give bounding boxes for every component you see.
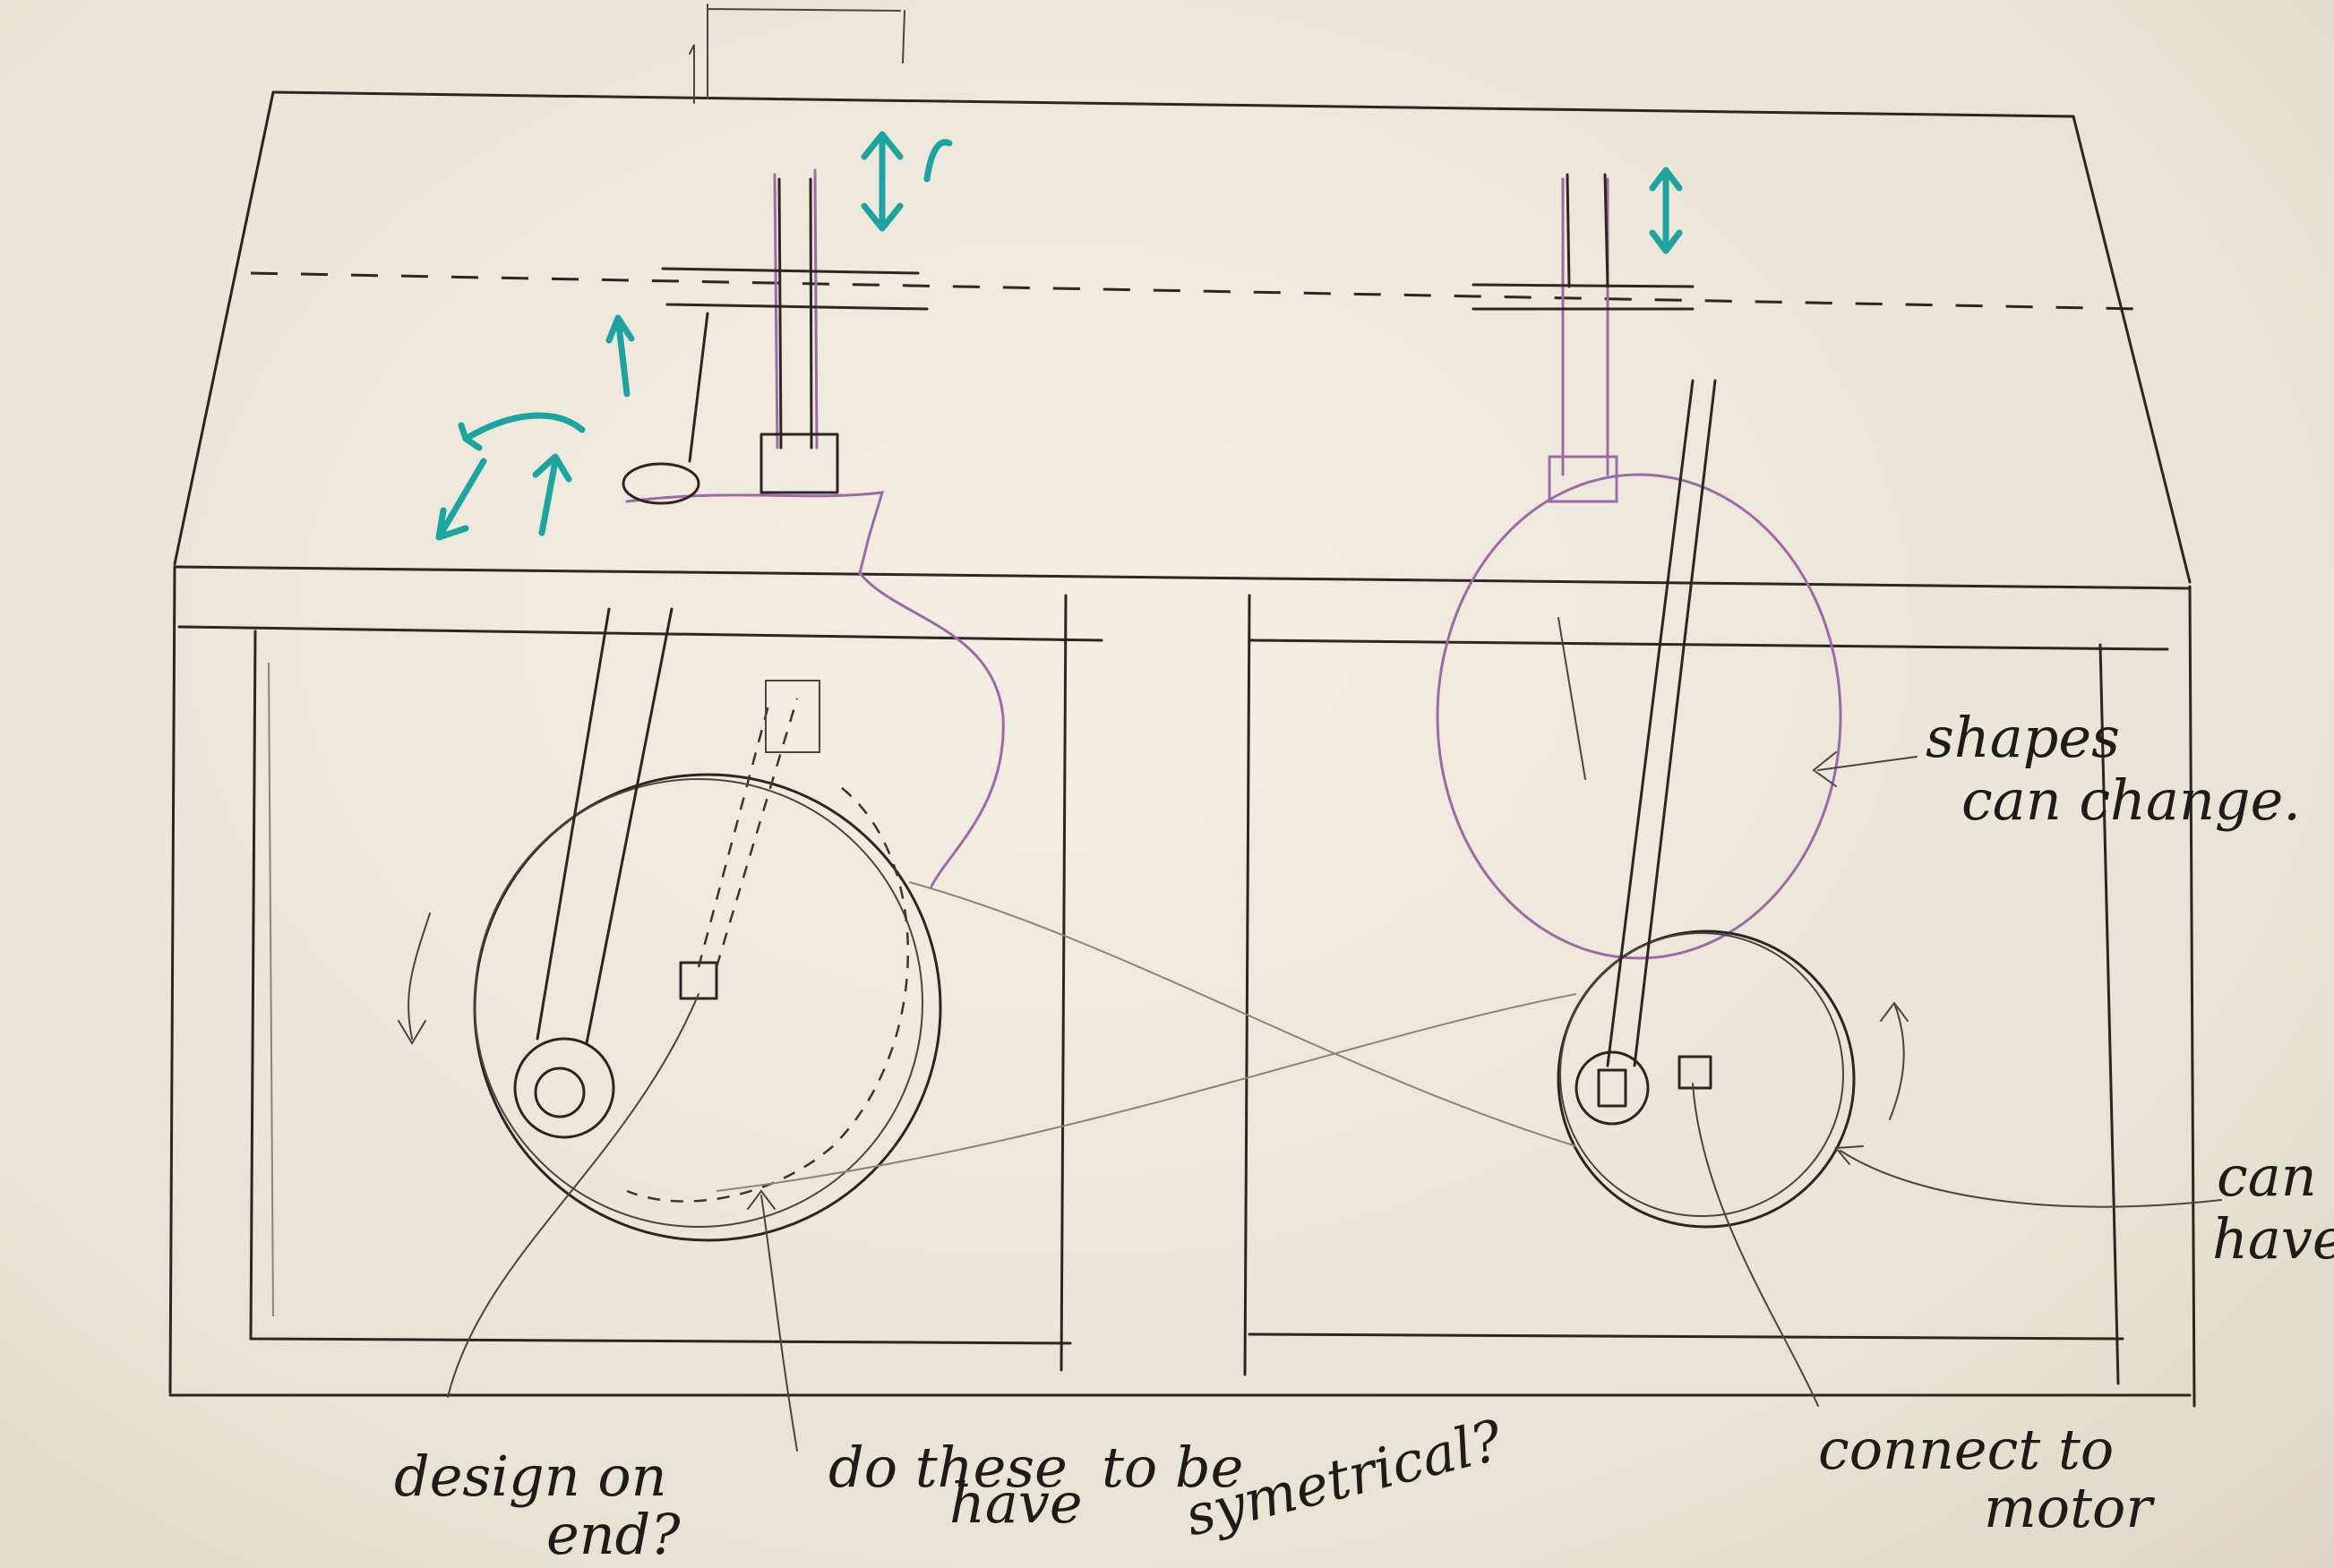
top-tab xyxy=(689,4,905,104)
note-text: end? xyxy=(546,1502,681,1567)
right-wheel xyxy=(1557,930,1856,1229)
note-text: can change. xyxy=(1961,767,2301,833)
roof-outline xyxy=(173,90,2192,590)
note-text: have xyxy=(2212,1206,2334,1272)
note-design-on-end: design on end? xyxy=(394,1444,681,1567)
left-wheel xyxy=(473,773,942,1242)
note-shapes-can-change: shapes can change. xyxy=(1926,705,2301,833)
note-text: do these xyxy=(828,1435,1068,1500)
note-text: design on xyxy=(394,1444,667,1509)
note-symmetrical: do these have to be symetrical? xyxy=(828,1407,1509,1548)
note-text: connect to xyxy=(1818,1417,2114,1482)
right-connecting-rod xyxy=(1557,379,1717,1067)
motion-arrows xyxy=(435,131,1683,541)
note-text: have xyxy=(949,1470,1083,1536)
note-connect-to-motor: connect to motor xyxy=(1818,1417,2155,1540)
left-cam-profile xyxy=(625,491,1005,888)
left-connecting-rod xyxy=(536,312,820,1045)
note-text: symetrical? xyxy=(1179,1407,1509,1548)
note-text: motor xyxy=(1984,1475,2155,1540)
rotation-arrows xyxy=(398,913,1909,1120)
crossed-belt xyxy=(716,881,1577,1192)
right-rod xyxy=(1472,173,1695,503)
note-text: shapes xyxy=(1926,705,2120,770)
note-text: can xyxy=(2217,1144,2317,1209)
note-can-have: can have xyxy=(2212,1144,2334,1272)
left-rod xyxy=(661,168,929,494)
lower-frame xyxy=(168,565,2196,1408)
right-cam-profile xyxy=(1436,473,1842,960)
note-text: to be xyxy=(1102,1435,1243,1500)
leader-lines xyxy=(447,751,2222,1452)
